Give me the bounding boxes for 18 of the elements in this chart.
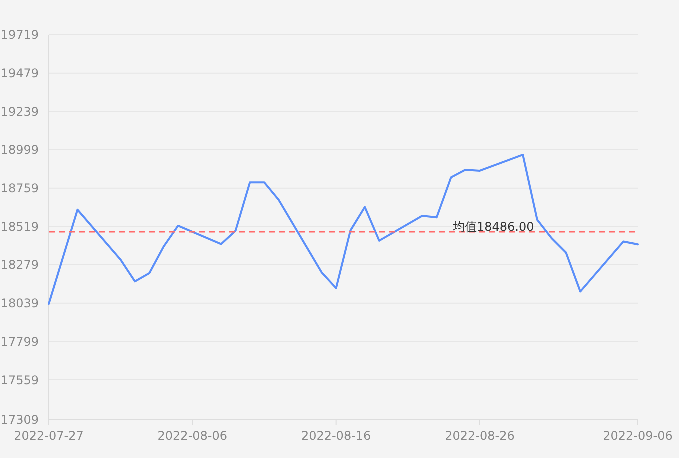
y-tick-label: 19719 xyxy=(0,28,39,42)
y-tick-label: 18039 xyxy=(0,296,39,311)
y-tick-label: 18759 xyxy=(0,182,39,196)
x-tick-label: 2022-08-06 xyxy=(158,429,228,443)
y-tick-label: 18519 xyxy=(0,220,39,234)
x-tick-label: 2022-09-06 xyxy=(603,429,673,443)
x-tick-label: 2022-08-26 xyxy=(445,429,515,443)
y-tick-label: 18999 xyxy=(0,143,39,158)
x-tick-label: 2022-07-27 xyxy=(14,429,84,443)
y-tick-label: 17309 xyxy=(0,413,39,428)
y-tick-label: 17559 xyxy=(0,373,39,388)
ref-line-label: 均值18486.00 xyxy=(452,220,534,234)
y-tick-label: 18279 xyxy=(0,258,39,272)
y-tick-label: 19479 xyxy=(0,66,39,81)
y-tick-label: 19239 xyxy=(0,104,39,119)
line-series xyxy=(48,154,639,306)
x-tick-label: 2022-08-16 xyxy=(301,429,372,443)
y-tick-label: 17799 xyxy=(0,334,39,349)
